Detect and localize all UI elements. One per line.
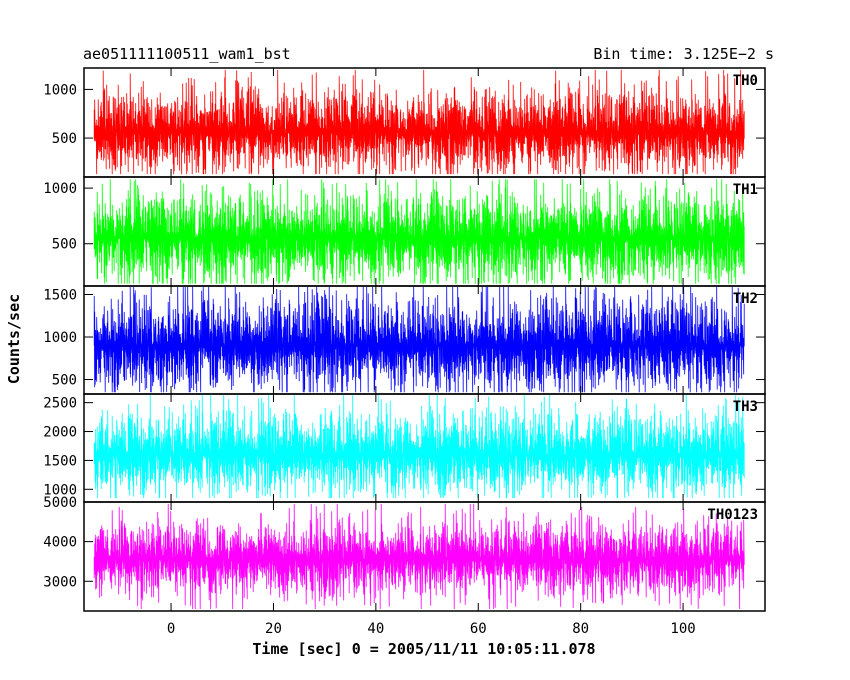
y-tick-label: 5000 (43, 495, 77, 511)
panel-label: TH2 (733, 291, 758, 307)
x-axis: 0 20 40 60 80 100 (167, 621, 696, 637)
series-line-th2 (93, 286, 745, 393)
x-tick-label: 80 (572, 621, 589, 637)
series-line-th0123 (93, 503, 745, 610)
y-tick-label: 1000 (43, 82, 77, 98)
x-tick-label: 0 (167, 621, 175, 637)
y-tick-label: 2000 (43, 425, 77, 441)
bin-time-label: Bin time: 3.125E−2 s (593, 45, 774, 63)
panel-label: TH0123 (707, 507, 758, 523)
y-tick-label: 500 (52, 373, 77, 389)
series-line-th0 (93, 69, 745, 175)
panels-group: 500 1000 TH0 500 1000 TH1 500 1000 1500 TH2 1000 15… (43, 67, 766, 612)
x-tick-label: 60 (470, 621, 487, 637)
series-line-th1 (93, 179, 745, 284)
y-tick-label: 3000 (43, 574, 77, 590)
panel-label: TH3 (733, 399, 758, 415)
y-tick-label: 2500 (43, 396, 77, 412)
y-tick-label: 1500 (43, 453, 77, 469)
y-tick-label: 1500 (43, 288, 77, 304)
panel-th0123: 3000 4000 5000 TH0123 (43, 495, 766, 612)
x-tick-label: 20 (265, 621, 282, 637)
y-tick-label: 500 (52, 237, 77, 253)
y-tick-label: 4000 (43, 535, 77, 551)
x-tick-label: 40 (367, 621, 384, 637)
y-axis-label: Counts/sec (5, 294, 23, 384)
panel-label: TH1 (733, 182, 758, 198)
panel-th3: 1000 1500 2000 2500 TH3 (43, 393, 766, 503)
panel-th1: 500 1000 TH1 (43, 176, 766, 287)
x-axis-label: Time [sec] 0 = 2005/11/11 10:05:11.078 (252, 640, 595, 658)
series-line-th3 (93, 394, 745, 499)
chart-title: ae051111100511_wam1_bst (83, 45, 291, 63)
panel-th2: 500 1000 1500 TH2 (43, 285, 766, 395)
y-tick-label: 1000 (43, 181, 77, 197)
x-tick-label: 100 (670, 621, 695, 637)
y-tick-label: 500 (52, 131, 77, 147)
y-tick-label: 1000 (43, 482, 77, 498)
y-tick-label: 1000 (43, 330, 77, 346)
panel-frame (83, 501, 766, 612)
panel-label: TH0 (733, 73, 758, 89)
panel-th0: 500 1000 TH0 (43, 67, 766, 178)
